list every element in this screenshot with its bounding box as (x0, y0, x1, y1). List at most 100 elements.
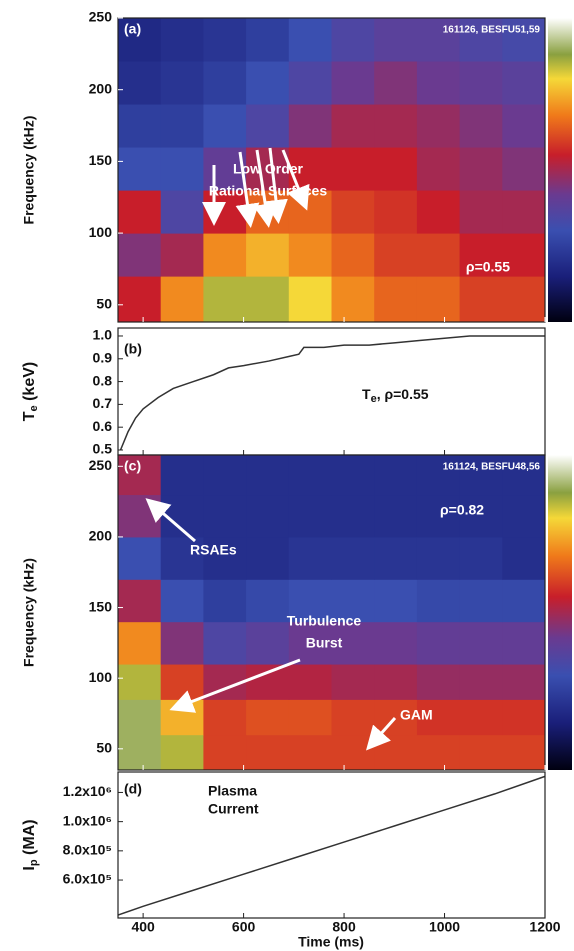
y-axis-label-part: p (28, 859, 40, 866)
y-axis-label-part: I (21, 866, 38, 870)
heatmap-cell (160, 734, 204, 771)
x-axis-label: Time (ms) (298, 934, 364, 950)
y-tick-label: 0.6 (93, 418, 113, 434)
heatmap-cell (459, 579, 503, 623)
heatmap-cell (459, 147, 503, 191)
heatmap-cell (331, 104, 375, 148)
arrow (169, 658, 301, 713)
y-tick-label: 0.7 (93, 395, 113, 411)
heatmap-cell (374, 61, 418, 105)
heatmap-cell (331, 18, 375, 62)
heatmap-cell (246, 276, 290, 323)
heatmap-cell (118, 699, 162, 736)
heatmap-cell (502, 18, 546, 62)
heatmap-cell (118, 276, 162, 323)
heatmap-cell (416, 61, 461, 105)
heatmap-cell (203, 734, 247, 771)
heatmap-cell (459, 734, 503, 771)
heatmap-cell (118, 190, 162, 234)
annotation-part: T (362, 386, 371, 402)
heatmap-cell (246, 61, 290, 105)
heatmap-cell (203, 61, 247, 105)
heatmap-cell (203, 276, 247, 323)
arrow (281, 149, 310, 211)
heatmap-cell (374, 734, 418, 771)
plot-frame (117, 17, 546, 323)
y-tick-label: 100 (89, 224, 113, 240)
line (117, 775, 546, 916)
y-tick-label: 150 (89, 152, 113, 168)
heatmap-cell (331, 734, 375, 771)
heatmap-cell (502, 579, 546, 623)
annotation: Plasma (208, 783, 257, 799)
x-tick-label: 800 (332, 919, 356, 935)
heatmap-cell (288, 699, 332, 736)
heatmap-cell (502, 536, 546, 580)
y-tick-label: 1.0x10⁶ (63, 812, 112, 828)
heatmap-cell (374, 579, 418, 623)
heatmap-cell (502, 621, 546, 665)
y-axis-label-part: e (28, 405, 40, 411)
heatmap-cell (203, 233, 247, 277)
heatmap-cell (331, 190, 375, 234)
heatmap-cell (118, 536, 162, 580)
heatmap-cell (331, 664, 375, 700)
annotation: ρ=0.55 (466, 259, 510, 275)
heatmap-cell (331, 536, 375, 580)
plot-frame (117, 771, 546, 919)
heatmap-cell (459, 621, 503, 665)
heatmap-cell (288, 734, 332, 771)
heatmap-cell (160, 104, 204, 148)
heatmap-cell (288, 455, 332, 496)
heatmap-cell (203, 536, 247, 580)
heatmap-cell (118, 455, 162, 496)
annotation: 161124, BESFU48,56 (443, 462, 541, 473)
heatmap-cell (246, 18, 290, 62)
heatmap-cell (459, 190, 503, 234)
x-tick-label: 600 (232, 919, 256, 935)
heatmap-cell (246, 494, 290, 538)
x-tick-label: 400 (131, 919, 155, 935)
heatmap-cell (203, 104, 247, 148)
annotation: Turbulence (287, 613, 362, 629)
heatmap-cell (288, 61, 332, 105)
annotation: Burst (306, 635, 343, 651)
heatmap-cell (459, 699, 503, 736)
heatmap-cell (416, 18, 461, 62)
heatmap-cell (118, 104, 162, 148)
heatmap-cell (118, 494, 162, 538)
heatmap-cell (502, 494, 546, 538)
heatmap-cell (288, 579, 332, 623)
heatmap-cell (160, 61, 204, 105)
heatmap-cell (416, 233, 461, 277)
heatmap-cell (416, 147, 461, 191)
heatmap-cell (203, 621, 247, 665)
heatmap-cell (459, 664, 503, 700)
heatmap-cell (331, 455, 375, 496)
heatmap-cell (502, 276, 546, 323)
heatmap-cell (459, 61, 503, 105)
colorbar (548, 18, 572, 322)
heatmap-cell (203, 579, 247, 623)
heatmap-cell (288, 664, 332, 700)
y-tick-label: 1.0 (93, 327, 113, 343)
y-tick-label: 8.0x10⁵ (63, 842, 112, 858)
y-axis-label: Frequency (kHz) (21, 116, 37, 225)
heatmap-cell (118, 147, 162, 191)
heatmap-cell (118, 233, 162, 277)
heatmap-cell (374, 147, 418, 191)
heatmap-cell (246, 699, 290, 736)
heatmap-cell (118, 621, 162, 665)
heatmap-cell (459, 276, 503, 323)
heatmap-cell (502, 190, 546, 234)
heatmap-cell (118, 61, 162, 105)
heatmap-cell (459, 536, 503, 580)
heatmap-cell (502, 233, 546, 277)
heatmap-cell (459, 104, 503, 148)
heatmap-cell (374, 276, 418, 323)
heatmap-cell (118, 734, 162, 771)
x-tick-label: 1200 (529, 919, 560, 935)
heatmap-cell (160, 455, 204, 496)
colorbar (548, 455, 572, 770)
heatmap-cell (416, 621, 461, 665)
